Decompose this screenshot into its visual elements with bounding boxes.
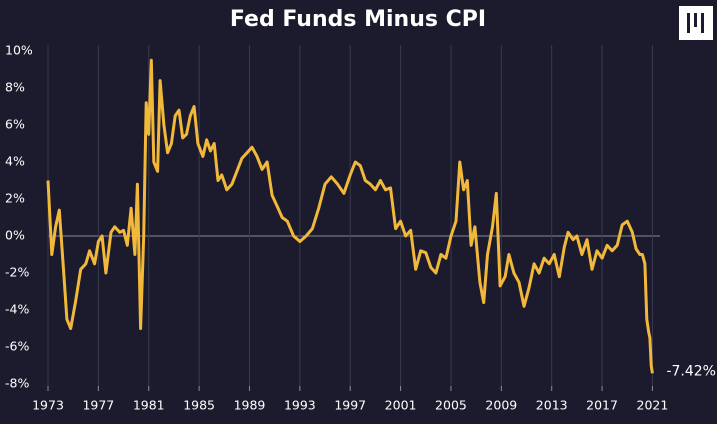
- y-tick-label: -2%: [5, 265, 29, 280]
- y-tick-label: -4%: [5, 302, 29, 317]
- x-tick-label: 1977: [82, 398, 114, 413]
- x-tick-label: 1985: [183, 398, 215, 413]
- logo: [679, 6, 713, 40]
- x-tick-label: 2013: [536, 398, 568, 413]
- x-tick-label: 2009: [485, 398, 517, 413]
- x-tick-label: 2021: [637, 398, 669, 413]
- x-tick-label: 1997: [334, 398, 366, 413]
- y-tick-label: 4%: [5, 154, 25, 169]
- x-tick-label: 2005: [435, 398, 467, 413]
- y-tick-label: 8%: [5, 80, 25, 95]
- x-tick-label: 2017: [586, 398, 618, 413]
- y-tick-label: 0%: [5, 228, 25, 243]
- y-tick-label: 10%: [5, 43, 33, 58]
- x-tick-label: 2001: [385, 398, 417, 413]
- end-annotation: -7.42%: [666, 363, 716, 379]
- x-tick-label: 1973: [32, 398, 64, 413]
- x-tick-label: 1989: [234, 398, 266, 413]
- y-tick-label: 6%: [5, 117, 25, 132]
- chart-title: Fed Funds Minus CPI: [230, 7, 486, 32]
- y-tick-label: -6%: [5, 339, 29, 354]
- line-series: [46, 58, 654, 374]
- y-tick-label: -8%: [5, 376, 29, 391]
- y-tick-label: 2%: [5, 191, 25, 206]
- x-tick-label: 1981: [133, 398, 165, 413]
- x-tick-label: 1993: [284, 398, 316, 413]
